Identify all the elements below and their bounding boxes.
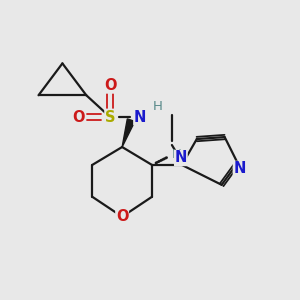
Text: O: O (72, 110, 85, 125)
Text: H: H (172, 148, 182, 161)
Text: S: S (105, 110, 116, 125)
Text: O: O (104, 78, 116, 93)
Polygon shape (122, 119, 135, 147)
Text: N: N (233, 161, 246, 176)
Text: N: N (134, 110, 146, 125)
Text: N: N (175, 151, 187, 166)
Text: H: H (153, 100, 163, 113)
Text: O: O (116, 209, 128, 224)
